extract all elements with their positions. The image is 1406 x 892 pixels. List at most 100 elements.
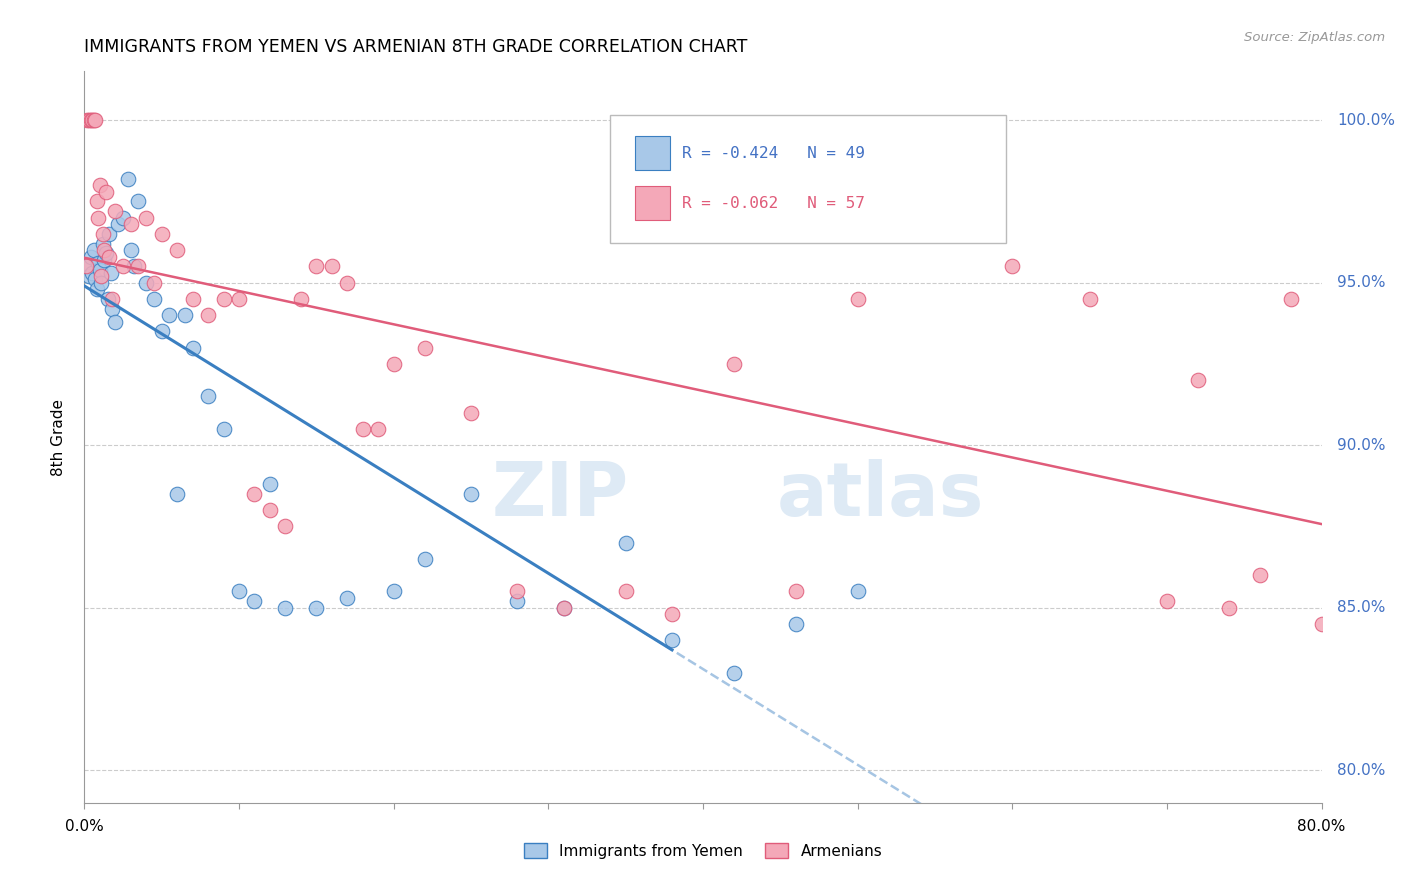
Point [1249,568,1271,582]
Point [382,357,405,371]
Point [101,301,124,316]
Point [83,113,105,128]
Point [1218,600,1240,615]
Point [846,292,869,306]
Point [83,243,105,257]
Point [94,246,117,260]
Text: 90.0%: 90.0% [1337,438,1385,453]
Point [166,487,188,501]
Point [614,535,637,549]
Point [122,260,145,274]
Point [181,292,204,306]
Point [1001,260,1024,274]
Point [135,211,157,225]
FancyBboxPatch shape [636,136,669,170]
Point [91,227,114,241]
Text: Source: ZipAtlas.com: Source: ZipAtlas.com [1244,31,1385,45]
Point [87,211,110,225]
Text: ZIP: ZIP [492,459,628,533]
Text: 85.0%: 85.0% [1337,600,1385,615]
Point [120,243,142,257]
Point [94,185,117,199]
FancyBboxPatch shape [610,115,1007,244]
Point [367,422,389,436]
Point [76,260,98,274]
Point [1341,113,1364,128]
Text: 80.0%: 80.0% [1337,763,1385,778]
Point [98,250,121,264]
Point [336,276,359,290]
Point [75,260,97,274]
Point [107,217,129,231]
Point [290,292,312,306]
Point [661,633,683,648]
Point [86,194,108,209]
Point [336,591,359,605]
Point [93,243,115,257]
Point [243,594,266,608]
Point [96,292,118,306]
Point [112,260,135,274]
Point [104,315,127,329]
Point [212,292,235,306]
Point [89,178,111,193]
Point [82,266,104,280]
Point [101,292,124,306]
Point [352,422,374,436]
Point [181,341,204,355]
Point [127,194,149,209]
Point [382,584,405,599]
Point [274,519,297,533]
Point [159,308,180,322]
Text: R = -0.062   N = 57: R = -0.062 N = 57 [682,195,865,211]
Point [143,276,166,290]
Point [135,276,157,290]
Point [846,584,869,599]
Text: 0.0%: 0.0% [65,819,104,834]
Point [274,600,297,615]
Point [785,584,807,599]
Point [661,607,683,622]
Point [84,272,107,286]
Point [127,260,149,274]
Point [91,236,114,251]
Point [614,584,637,599]
Point [117,171,139,186]
Text: atlas: atlas [778,459,984,533]
Point [1078,292,1101,306]
Point [785,617,807,632]
Point [1156,594,1178,608]
Point [77,269,100,284]
Point [506,584,529,599]
Point [87,256,110,270]
Point [1326,649,1348,664]
Point [90,276,112,290]
Point [243,487,266,501]
FancyBboxPatch shape [636,186,669,219]
Y-axis label: 8th Grade: 8th Grade [51,399,66,475]
Point [1310,617,1333,632]
Point [197,308,219,322]
Point [228,292,250,306]
Point [553,600,575,615]
Point [305,600,328,615]
Text: IMMIGRANTS FROM YEMEN VS ARMENIAN 8TH GRADE CORRELATION CHART: IMMIGRANTS FROM YEMEN VS ARMENIAN 8TH GR… [84,38,748,56]
Point [166,243,188,257]
Point [460,406,482,420]
Point [460,487,482,501]
Point [79,250,101,264]
Point [77,113,100,128]
Point [305,260,328,274]
Point [79,113,101,128]
Point [413,341,436,355]
Point [259,477,281,491]
Point [84,113,107,128]
Point [100,266,122,280]
Point [259,503,281,517]
Point [150,227,173,241]
Point [1187,373,1209,387]
Point [212,422,235,436]
Point [82,113,104,128]
Point [197,389,219,403]
Point [120,217,142,231]
